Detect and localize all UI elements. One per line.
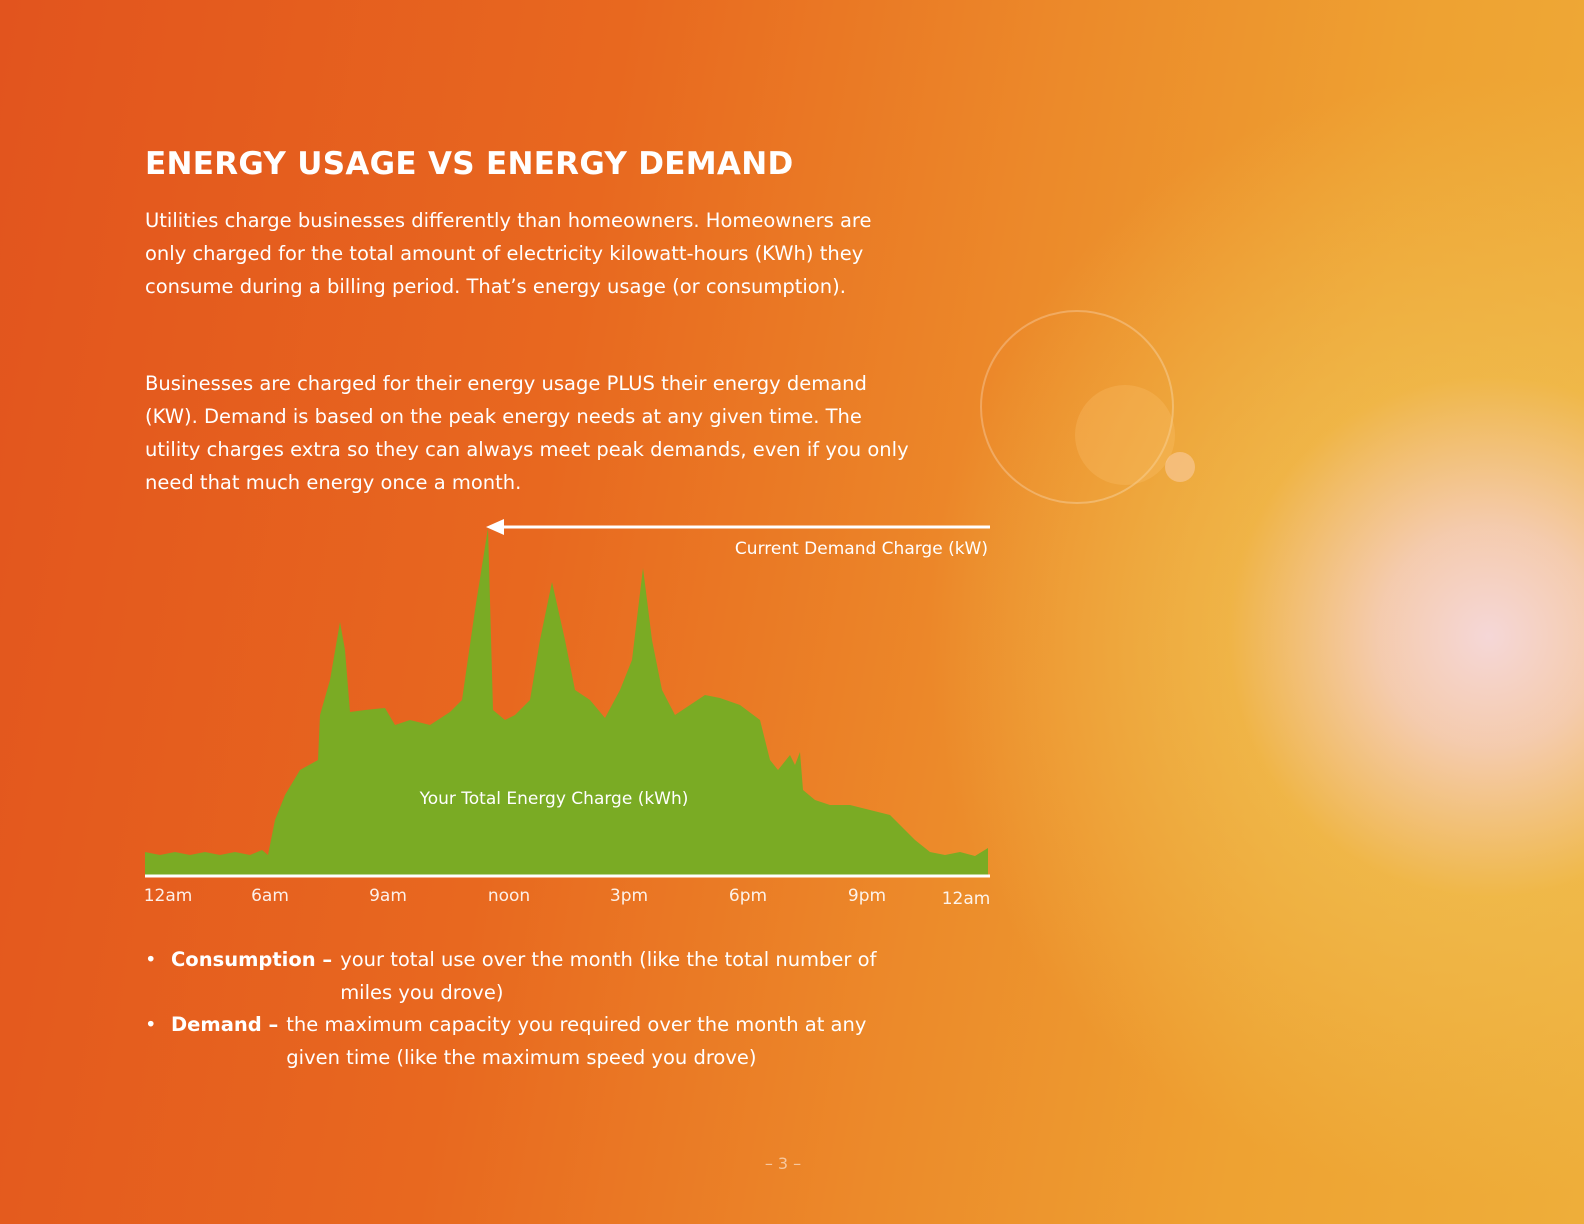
definition: your total use over the month (like the … [340,948,877,1004]
page-number: – 3 – [764,1154,802,1173]
time-label: 12am [144,886,193,906]
time-label: noon [488,886,530,906]
time-label: 9am [369,886,407,906]
energy-label: Your Total Energy Charge (kWh) [419,789,689,809]
arrow-head [486,519,504,535]
paragraph: Utilities charge businesses differently … [145,209,872,298]
time-label: 9pm [848,886,886,906]
demand-label: Current Demand Charge (kW) [735,539,988,559]
lens-flare [980,310,1174,504]
paragraph: Businesses are charged for their energy … [145,372,909,494]
time-label: 12am [942,889,991,909]
bullet-list: • Consumption – your total use over the mo… [145,944,915,1074]
bullet-dot: • [145,948,157,971]
term: Demand – [171,1013,279,1036]
time-label: 6pm [729,886,767,906]
bullet: • Consumption – your total use over the mo… [145,944,915,1009]
bullet-dot: • [145,1013,157,1036]
usage-chart: Current Demand Charge (kW) Your Total En… [144,519,991,909]
bullet: • Demand – the maximum capacity you requir… [145,1009,915,1074]
title: ENERGY USAGE VS ENERGY DEMAND [145,146,794,182]
time-label: 6am [251,886,289,906]
time-label: 3pm [610,886,648,906]
term: Consumption – [171,948,333,971]
energy-area [145,528,988,875]
lens-flare [1165,452,1195,482]
lens-flare [1075,385,1175,485]
definition: the maximum capacity you required over t… [286,1013,867,1069]
